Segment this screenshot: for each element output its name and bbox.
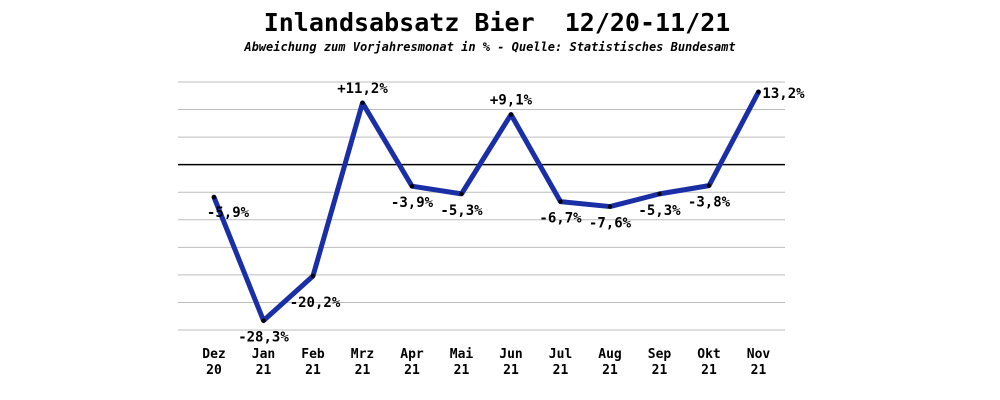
data-label: 13,2% [762,86,805,102]
series-line-group [211,89,761,324]
x-tick-label-year: 21 [503,363,519,378]
x-tick-label-month: Jan [252,347,275,362]
data-label: +9,1% [490,93,533,109]
x-tick-label-year: 21 [305,363,321,378]
x-tick-label-year: 21 [751,363,767,378]
data-label: -3,9% [391,195,434,211]
x-tick-label-month: Aug [598,347,621,362]
data-point [508,112,514,117]
x-tick-label-month: Feb [301,347,325,362]
data-point [756,89,761,95]
data-label: -28,3% [238,330,289,346]
data-label: -5,9% [207,205,250,221]
x-axis-labels: Dez20Jan21Feb21Mrz21Apr21Mai21Jun21Jul21… [202,347,770,378]
chart-title: Inlandsabsatz Bier 12/20-11/21 [264,8,731,37]
data-label: -5,3% [638,203,681,219]
data-label: +11,2% [337,81,388,97]
data-point [558,199,563,204]
x-tick-label-year: 21 [652,363,668,378]
gridlines [178,81,785,331]
x-tick-label-month: Mrz [351,347,374,362]
x-tick-label-month: Jun [499,347,522,362]
x-tick-label-month: Nov [747,347,771,362]
data-label: -20,2% [290,295,341,311]
data-label: -5,3% [440,203,483,219]
x-tick-label-month: Apr [400,347,424,362]
data-labels: -5,9% -28,3% -20,2% +11,2% -3,9% -5,3% +9,1% -6… [207,81,805,346]
data-point [409,183,415,189]
x-tick-label-year: 21 [602,363,618,378]
data-point [459,191,464,197]
data-point [261,318,266,323]
x-tick-label-year: 21 [355,363,371,378]
x-tick-label-month: Mai [450,347,474,362]
data-label: -7,6% [589,216,632,232]
data-label: -3,8% [688,195,731,211]
data-point [706,183,712,188]
x-tick-label-month: Sep [648,347,672,362]
x-tick-label-year: 21 [404,363,420,378]
data-point [607,204,613,209]
x-tick-label-month: Okt [697,347,720,362]
data-point [211,194,217,200]
data-label: -6,7% [539,211,582,227]
chart-subtitle: Abweichung zum Vorjahresmonat in % - Que… [243,40,735,54]
x-tick-label-year: 21 [256,363,272,378]
x-tick-label-month: Jul [549,347,572,362]
series-line [211,89,761,324]
data-point [657,191,662,197]
x-tick-label-year: 21 [701,363,717,378]
x-tick-label-year: 20 [206,363,222,378]
x-tick-label-month: Dez [202,347,225,362]
x-tick-label-year: 21 [454,363,470,378]
data-point [310,273,316,279]
x-tick-label-year: 21 [553,363,569,378]
data-point [360,100,365,106]
